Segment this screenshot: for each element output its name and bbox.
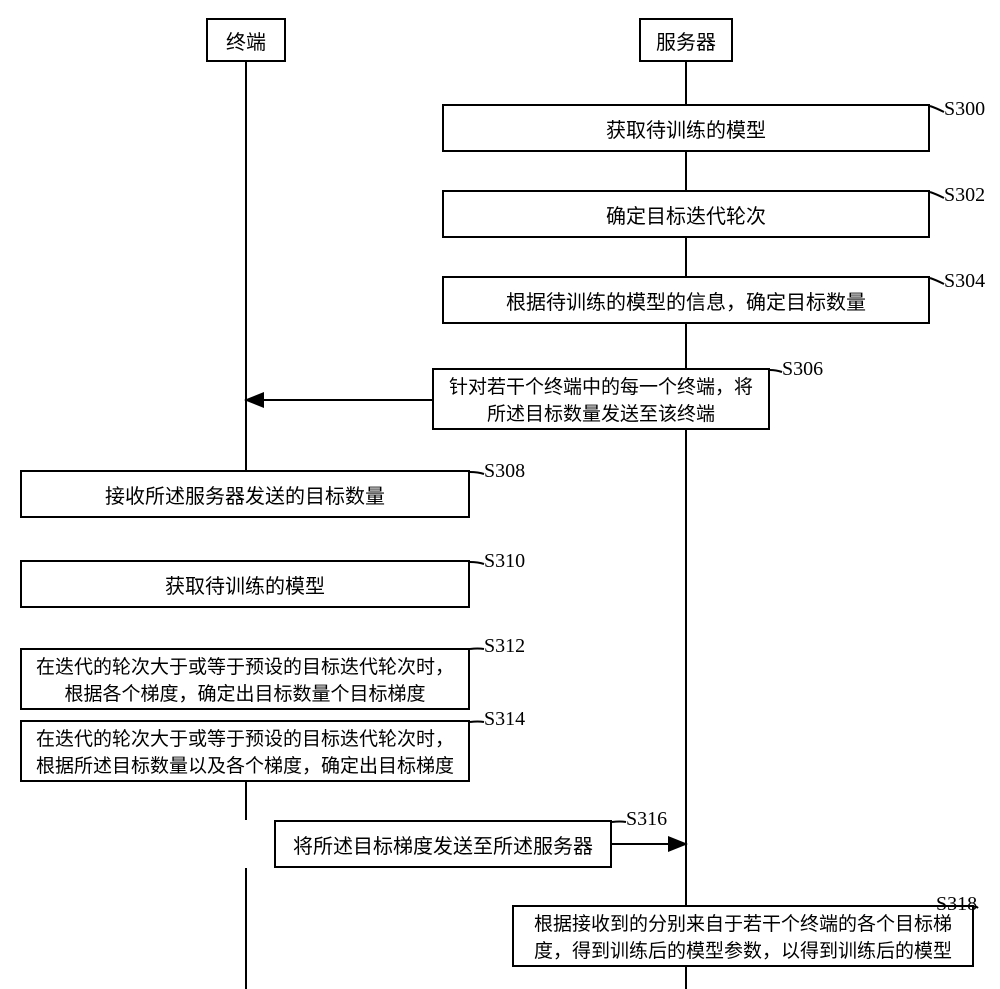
step-s310: 获取待训练的模型 [20,560,470,608]
step-s306-label: S306 [782,358,823,381]
step-s316-text: 将所述目标梯度发送至所述服务器 [293,830,593,859]
step-s312-label: S312 [484,635,525,658]
lane-server-label: 服务器 [656,26,716,55]
step-s318-label: S318 [936,893,977,916]
lane-terminal-label: 终端 [226,26,266,55]
step-s310-label: S310 [484,550,525,573]
lane-terminal: 终端 [206,18,286,62]
step-s308: 接收所述服务器发送的目标数量 [20,470,470,518]
step-s304-label: S304 [944,270,985,293]
step-s314-text: 在迭代的轮次大于或等于预设的目标迭代轮次时，根据所述目标数量以及各个梯度，确定出… [28,724,462,778]
step-s318-text: 根据接收到的分别来自于若干个终端的各个目标梯度，得到训练后的模型参数，以得到训练… [522,909,964,963]
step-s318: 根据接收到的分别来自于若干个终端的各个目标梯度，得到训练后的模型参数，以得到训练… [512,905,974,967]
flowchart-canvas: 终端 服务器 获取待训练的模型 S300 确定目标迭代轮次 S302 根据待训练… [0,0,1000,989]
step-s314: 在迭代的轮次大于或等于预设的目标迭代轮次时，根据所述目标数量以及各个梯度，确定出… [20,720,470,782]
step-s312-text: 在迭代的轮次大于或等于预设的目标迭代轮次时，根据各个梯度，确定出目标数量个目标梯… [28,652,462,706]
step-s302-text: 确定目标迭代轮次 [606,200,766,229]
step-s302: 确定目标迭代轮次 [442,190,930,238]
step-s304: 根据待训练的模型的信息，确定目标数量 [442,276,930,324]
step-s312: 在迭代的轮次大于或等于预设的目标迭代轮次时，根据各个梯度，确定出目标数量个目标梯… [20,648,470,710]
step-s314-label: S314 [484,708,525,731]
step-s308-text: 接收所述服务器发送的目标数量 [105,480,385,509]
step-s306: 针对若干个终端中的每一个终端，将所述目标数量发送至该终端 [432,368,770,430]
step-s304-text: 根据待训练的模型的信息，确定目标数量 [506,286,866,315]
step-s316-label: S316 [626,808,667,831]
step-s310-text: 获取待训练的模型 [165,570,325,599]
step-s300-text: 获取待训练的模型 [606,114,766,143]
step-s316: 将所述目标梯度发送至所述服务器 [274,820,612,868]
step-s306-text: 针对若干个终端中的每一个终端，将所述目标数量发送至该终端 [444,372,758,426]
step-s308-label: S308 [484,460,525,483]
step-s300: 获取待训练的模型 [442,104,930,152]
lane-server: 服务器 [639,18,733,62]
step-s300-label: S300 [944,98,985,121]
step-s302-label: S302 [944,184,985,207]
